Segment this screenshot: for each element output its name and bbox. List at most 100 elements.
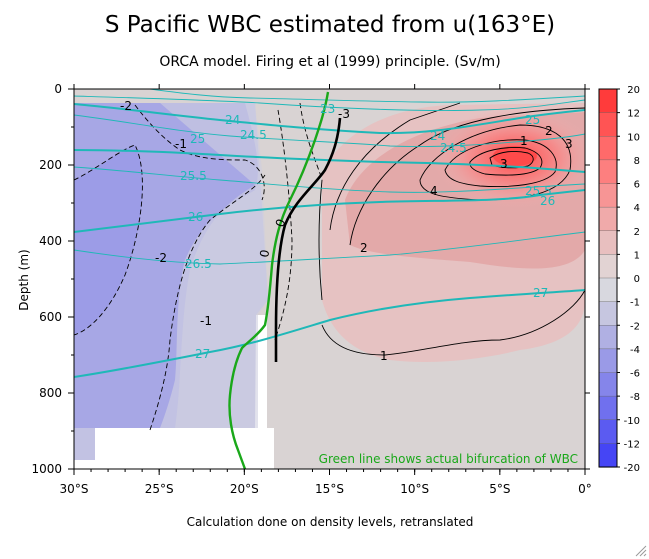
colorbar-swatch — [598, 325, 618, 350]
colorbar-level-label: 6 — [634, 180, 640, 191]
jet-max-region — [493, 146, 537, 166]
contour-line — [134, 104, 265, 201]
x-tick-label: 10°S — [400, 482, 429, 496]
transport-contours — [74, 102, 585, 431]
colorbar-level-label: 4 — [634, 203, 640, 214]
contour-label: -3 — [338, 107, 350, 121]
isopycnal-line — [74, 166, 585, 193]
density-isopycnals — [74, 89, 585, 378]
y-tick-label: 400 — [39, 234, 62, 248]
axes-ticks: 30°S 25°S 20°S 15°S 10°S 5°S 0°020040060080010… — [31, 82, 591, 496]
isopycnal-label: 27 — [195, 347, 210, 361]
colorbar-swatch — [598, 88, 618, 114]
isopycnal-line — [149, 89, 585, 103]
isopycnal-label: 24.5 — [440, 141, 467, 155]
y-tick-label: 600 — [39, 310, 62, 324]
colorbar-level-label: 1 — [634, 250, 640, 261]
colorbar-swatch — [598, 277, 618, 303]
colorbar-level-label: 0 — [634, 274, 640, 285]
isopycnal-label: 24.5 — [240, 128, 267, 142]
chart-subtitle: ORCA model. Firing et al (1999) principl… — [159, 54, 500, 70]
colorbar-level-label: 8 — [634, 156, 640, 167]
isopycnal-label: 25.5 — [180, 169, 207, 183]
chart-title: S Pacific WBC estimated from u(163°E) — [105, 12, 555, 38]
colorbar-level-label: -1 — [630, 298, 640, 309]
contour-label: 3 — [565, 137, 573, 151]
contour-line — [321, 289, 585, 356]
colorbar-level-label: -12 — [624, 439, 640, 450]
colorbar-level-label: 10 — [627, 132, 640, 143]
colorbar-level-label: -20 — [624, 463, 640, 474]
colorbar-swatch — [598, 301, 618, 326]
contour-label: 1 — [380, 349, 388, 363]
no-data-gap — [205, 428, 213, 469]
plot-area — [74, 89, 585, 469]
isopycnal-line — [74, 231, 585, 265]
contour-line — [149, 174, 266, 431]
isopycnal-label: 25 — [525, 113, 540, 127]
colorbar-level-label: 12 — [627, 109, 640, 120]
x-tick-label: 15°S — [315, 482, 344, 496]
isopycnal-label: 27 — [533, 286, 548, 300]
contour-line — [274, 109, 293, 341]
contour-line — [349, 107, 585, 246]
x-tick-label: 30°S — [60, 482, 89, 496]
contour-label: -1 — [175, 137, 187, 151]
negative-core-region — [74, 145, 143, 335]
colorbar-swatch — [598, 159, 618, 185]
y-tick-label: 1000 — [31, 462, 62, 476]
colorbar-swatch — [598, 395, 618, 421]
colorbar-level-label: 2 — [634, 227, 640, 238]
colorbar-level-label: 20 — [627, 85, 640, 96]
contour-label: 2 — [360, 241, 368, 255]
y-axis-label: Depth (m) — [17, 249, 31, 310]
isopycnal-line — [74, 103, 585, 135]
isopycnal-label: 23 — [320, 102, 335, 116]
contour-label: 1 — [520, 134, 528, 148]
colorbar-swatch — [598, 183, 618, 208]
colorbar-swatch — [598, 230, 618, 255]
transition-band — [160, 103, 268, 428]
contour-line — [74, 144, 143, 336]
colorbar-swatch — [598, 112, 618, 137]
isopycnal-line — [74, 289, 585, 378]
colorbar-swatch — [598, 443, 618, 468]
contour-label: -2 — [120, 99, 132, 113]
isopycnal-label: 25.5 — [525, 184, 552, 198]
colorbar-swatch — [598, 372, 618, 397]
x-tick-label: 0° — [578, 482, 592, 496]
isopycnal-line — [74, 114, 585, 147]
isopycnal-label: 24 — [430, 129, 445, 143]
colorbar-swatch — [598, 254, 618, 279]
isopycnal-label: 26.5 — [185, 257, 212, 271]
no-data-gap — [95, 428, 101, 469]
isopycnal-line — [74, 95, 585, 111]
x-tick-label: 20°S — [230, 482, 259, 496]
contour-line — [318, 179, 323, 301]
contour-label: 2 — [545, 124, 553, 138]
y-tick-label: 200 — [39, 158, 62, 172]
colorbar-level-label: -4 — [630, 345, 640, 356]
x-axis-label: Calculation done on density levels, retr… — [187, 515, 474, 529]
resize-grip-icon[interactable] — [633, 543, 647, 557]
contour-line — [329, 102, 461, 231]
bifurcation-line — [228, 91, 330, 469]
contour-label: -1 — [200, 314, 212, 328]
zero-transport-line — [274, 117, 342, 362]
contour-label: 3 — [500, 157, 508, 171]
isopycnal-label: 24 — [225, 113, 240, 127]
contour-line — [489, 150, 534, 169]
colorbar-level-label: -2 — [630, 321, 640, 332]
contour-label: 0 — [273, 217, 289, 229]
isopycnal-line — [74, 189, 585, 233]
isopycnal-label: 26 — [188, 210, 203, 224]
isopycnal-label: 25 — [190, 132, 205, 146]
no-data-region — [74, 428, 274, 469]
contour-line — [444, 139, 557, 188]
colorbar-level-label: -10 — [624, 416, 640, 427]
colorbar-level-label: -8 — [630, 392, 640, 403]
colorbar-level-label: -6 — [630, 369, 640, 380]
colorbar-swatch — [598, 348, 618, 374]
isopycnal-label: 26 — [540, 194, 555, 208]
